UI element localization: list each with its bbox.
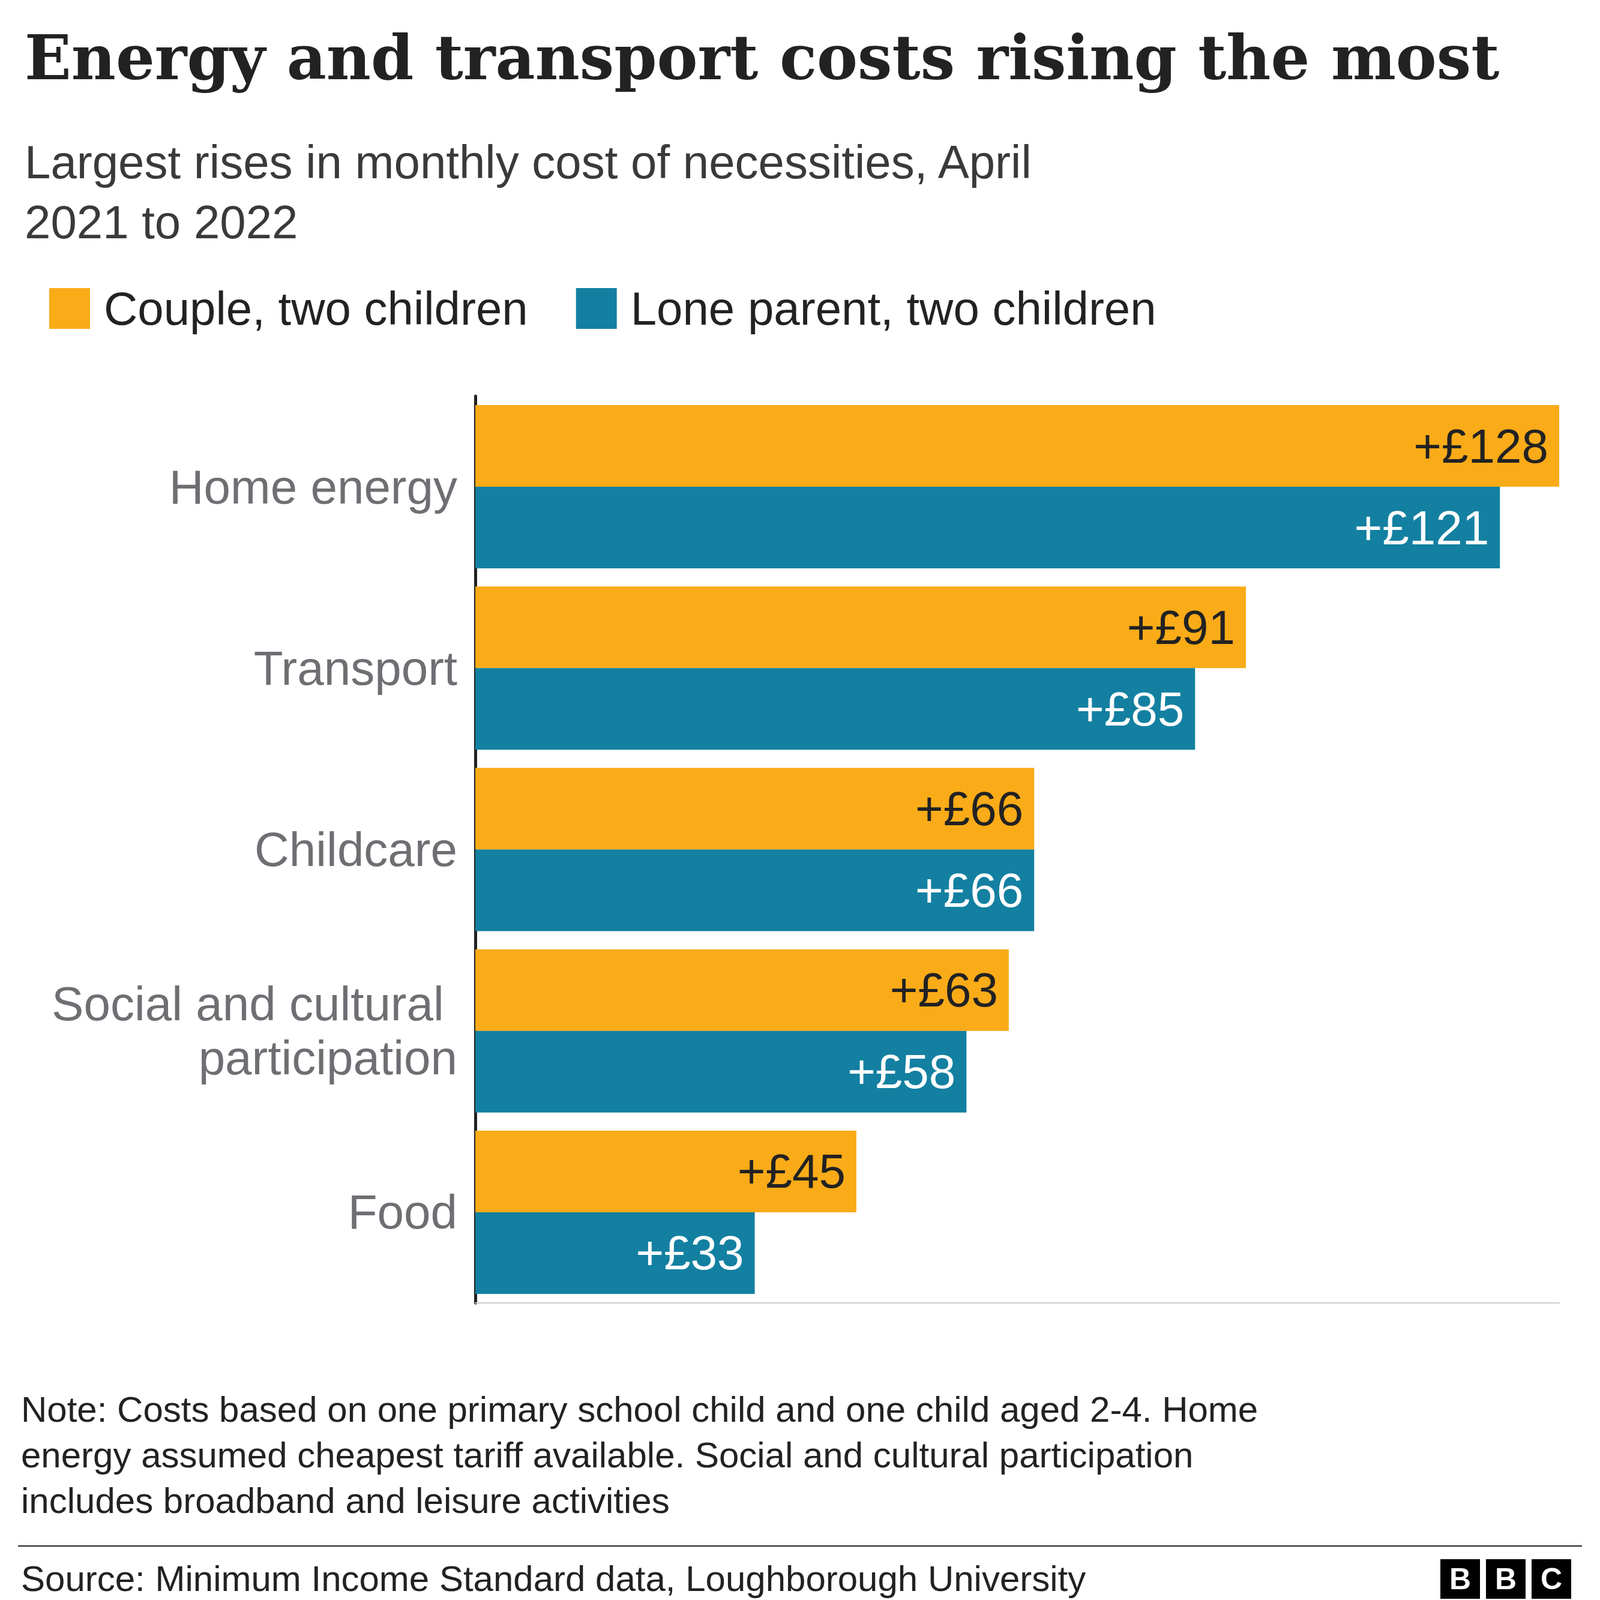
svg-text:2021 to 2022: 2021 to 2022 (24, 195, 298, 249)
svg-text:Home energy: Home energy (169, 460, 458, 514)
svg-text:+£63: +£63 (890, 963, 999, 1017)
svg-text:+£121: +£121 (1354, 501, 1490, 555)
svg-text:participation: participation (198, 1031, 458, 1085)
svg-text:Food: Food (348, 1185, 458, 1239)
svg-text:Couple, two children: Couple, two children (103, 282, 529, 335)
svg-text:+£91: +£91 (1127, 600, 1236, 655)
svg-text:+£45: +£45 (737, 1144, 846, 1198)
svg-text:Social and cultural: Social and cultural (51, 977, 458, 1031)
svg-text:Source: Minimum Income Standar: Source: Minimum Income Standard data, Lo… (21, 1558, 1086, 1599)
svg-text:Childcare: Childcare (254, 822, 458, 877)
svg-text:C: C (1540, 1562, 1563, 1596)
svg-text:+£58: +£58 (847, 1044, 956, 1099)
svg-text:Energy and transport costs ris: Energy and transport costs rising the mo… (24, 21, 1500, 94)
svg-text:includes broadband and leisure: includes broadband and leisure activitie… (21, 1480, 670, 1521)
svg-text:Lone parent, two children: Lone parent, two children (630, 282, 1157, 335)
svg-text:+£128: +£128 (1413, 419, 1549, 473)
svg-text:+£66: +£66 (915, 781, 1024, 836)
svg-text:Largest rises in monthly cost: Largest rises in monthly cost of necessi… (24, 135, 1045, 189)
svg-text:energy assumed cheapest tariff: energy assumed cheapest tariff available… (21, 1434, 1204, 1476)
svg-text:+£85: +£85 (1076, 682, 1185, 736)
svg-text:+£66: +£66 (915, 863, 1024, 918)
svg-text:Note: Costs based on one prima: Note: Costs based on one primary school … (21, 1389, 1269, 1430)
svg-text:B: B (1449, 1562, 1471, 1596)
svg-text:+£33: +£33 (635, 1226, 744, 1280)
svg-text:B: B (1494, 1562, 1517, 1596)
svg-text:Transport: Transport (253, 641, 458, 695)
